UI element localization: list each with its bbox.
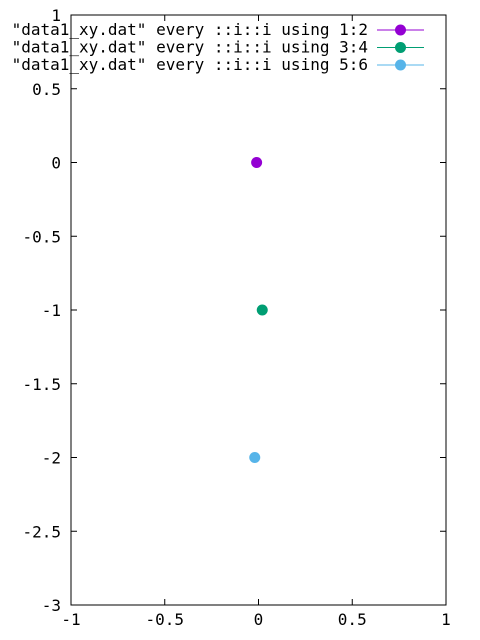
y-tick-label: -3 [42, 596, 61, 615]
legend-marker-series-1 [395, 24, 406, 36]
data-point-series-2 [256, 304, 268, 316]
plot-frame [70, 14, 447, 606]
y-tick-label: -1 [42, 301, 61, 320]
legend-label-series-1: "data1_xy.dat" every ::i::i using 1:2 [12, 20, 368, 39]
y-tick-label: 0.5 [32, 80, 61, 99]
axis-ticks: -1 -0.5 0 0.5 1 1 0.5 0 -0.5 -1 -1.5 -2 -2.5 -3 [22, 6, 450, 629]
y-tick-label: -0.5 [22, 227, 61, 246]
data-point-series-1 [251, 157, 263, 168]
y-tick-label: -1.5 [22, 375, 61, 394]
legend-label-series-3: "data1_xy.dat" every ::i::i using 5:6 [12, 55, 368, 74]
legend-marker-series-3 [395, 59, 406, 71]
x-tick-label: 0 [254, 610, 264, 629]
y-tick-label: 1 [51, 6, 61, 25]
data-point-series-3 [249, 452, 261, 463]
x-tick-label: -0.5 [145, 610, 184, 629]
data-points [249, 157, 268, 463]
y-tick-label: -2.5 [22, 522, 61, 541]
legend-label-series-2: "data1_xy.dat" every ::i::i using 3:4 [12, 38, 368, 57]
x-tick-label: 0.5 [338, 610, 367, 629]
x-tick-label: -1 [61, 610, 80, 629]
legend: "data1_xy.dat" every ::i::i using 1:2"da… [12, 20, 424, 74]
y-tick-label: -2 [42, 449, 61, 468]
x-tick-label: 1 [441, 610, 451, 629]
legend-marker-series-2 [395, 42, 406, 53]
y-tick-label: 0 [51, 154, 61, 173]
